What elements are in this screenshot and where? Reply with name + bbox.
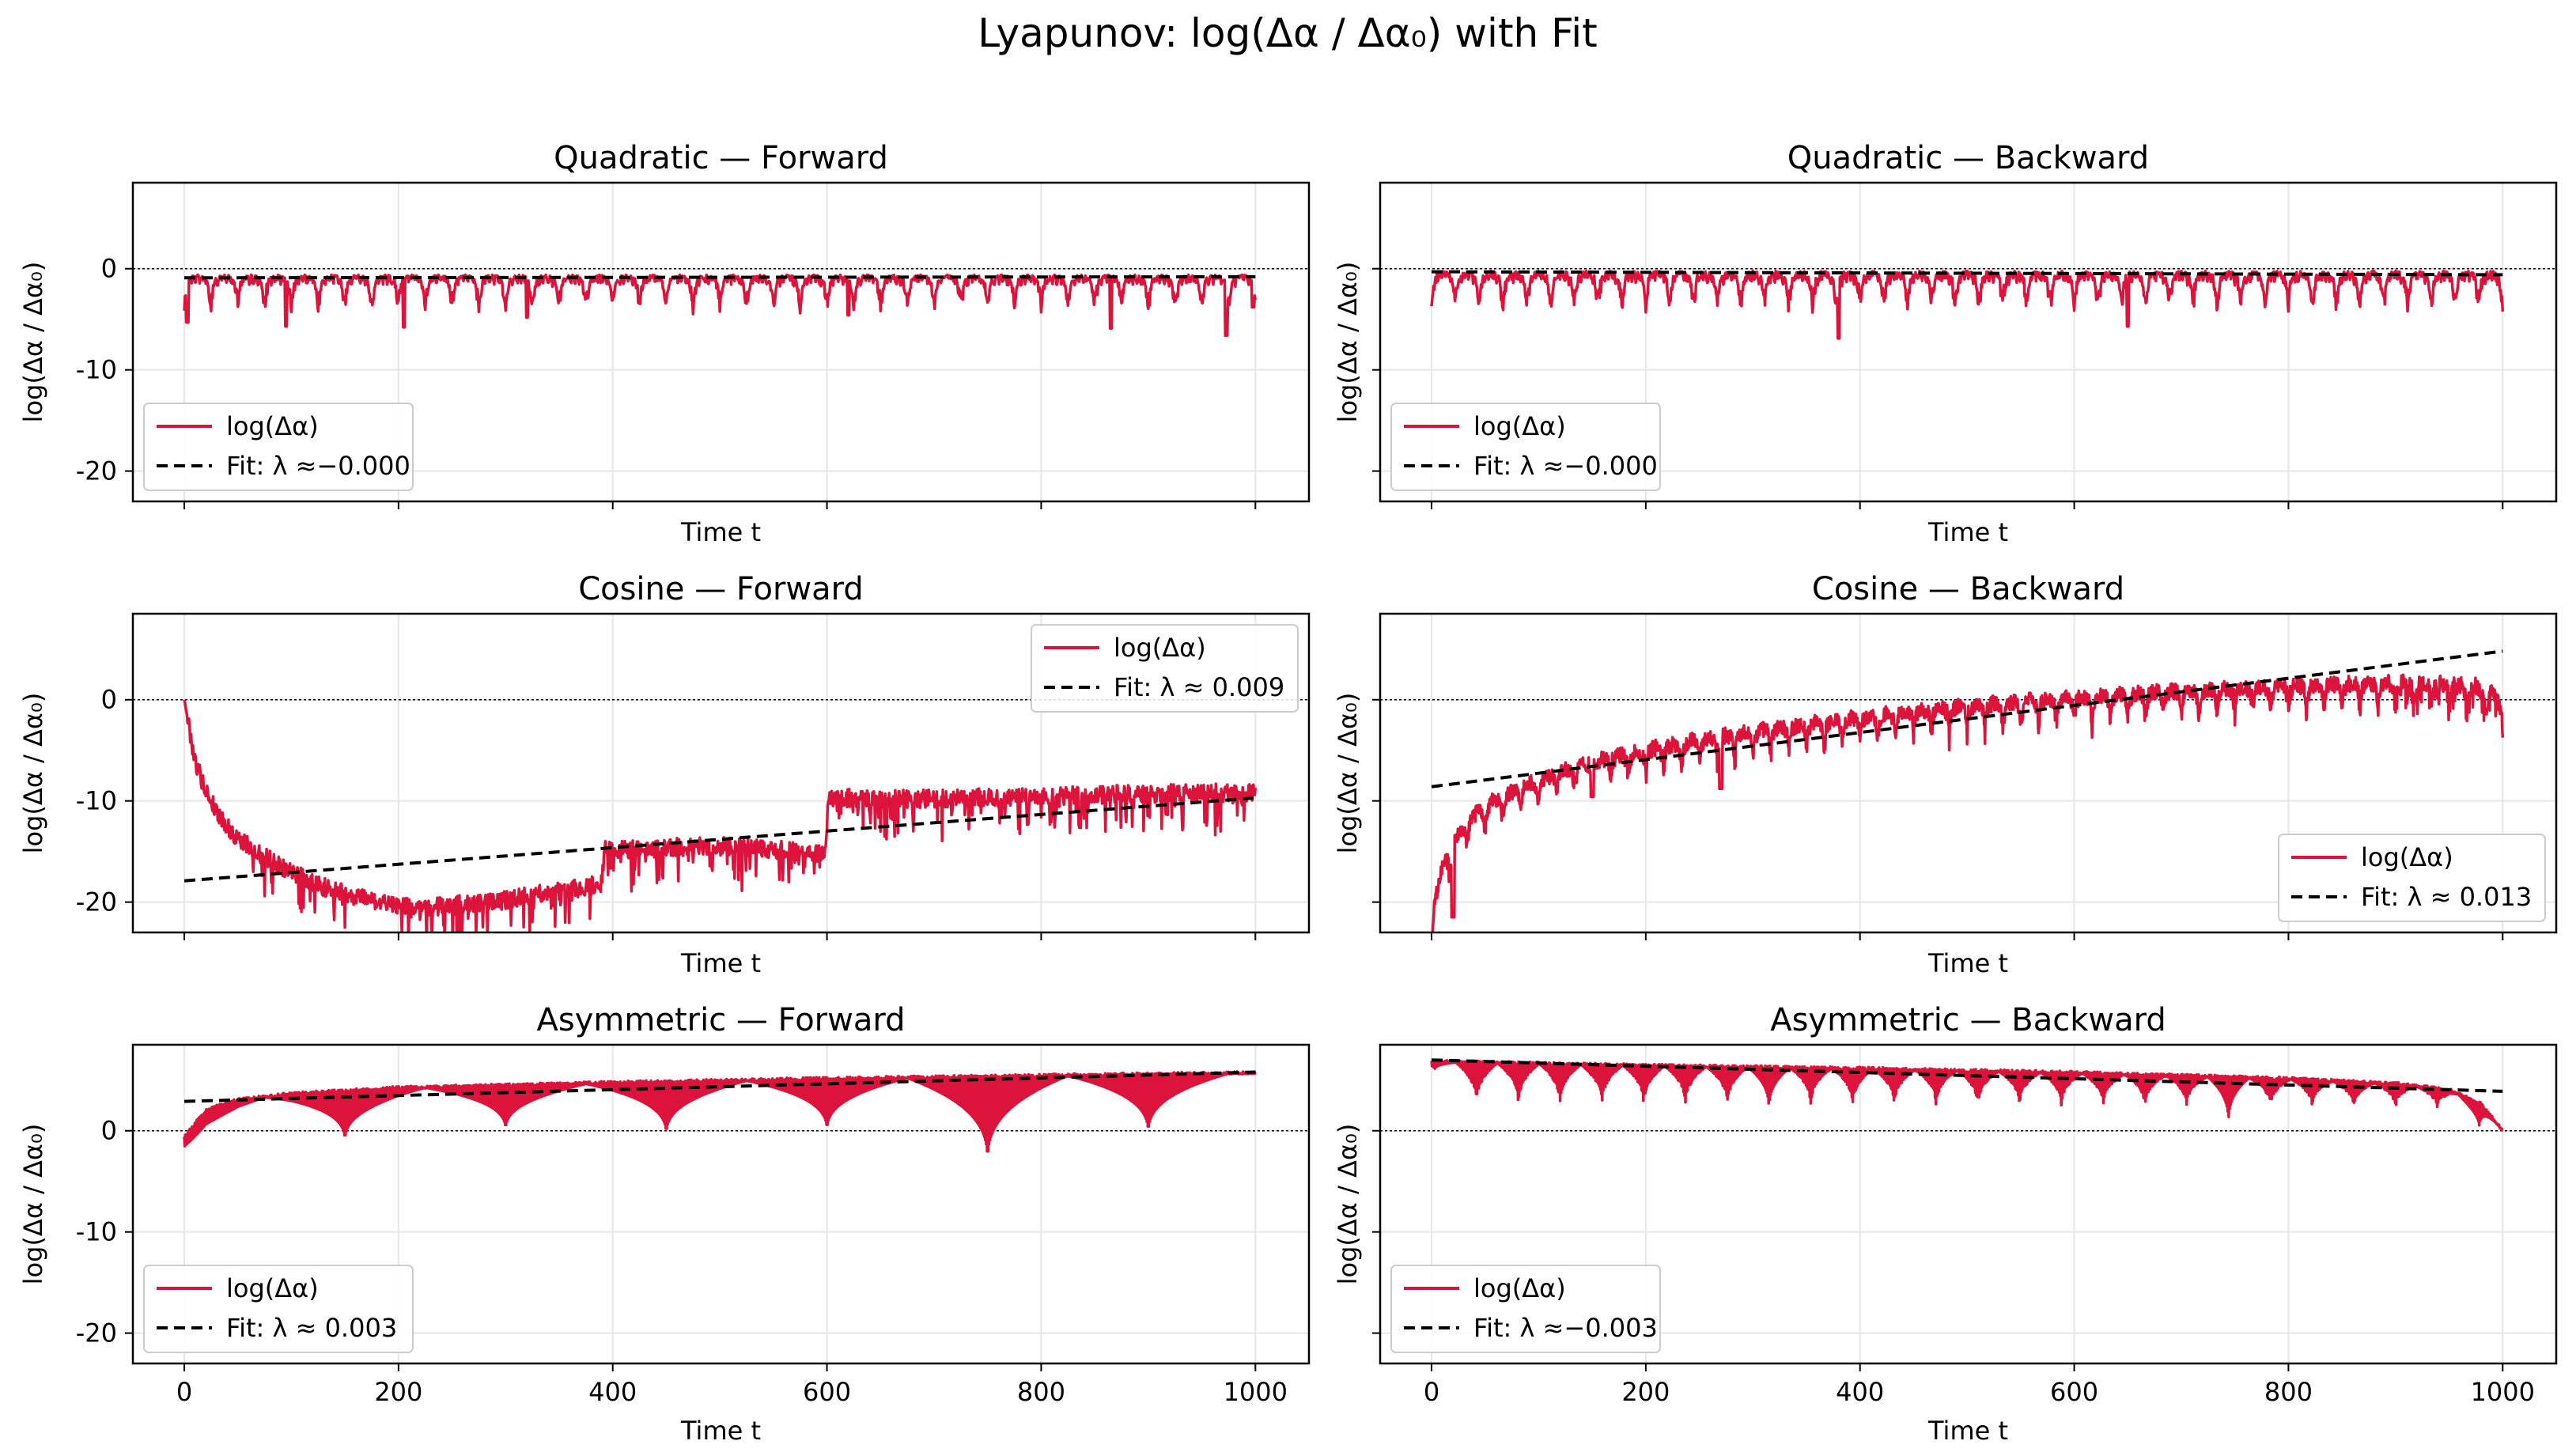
- legend: log(Δα) Fit: λ ≈−0.000: [1390, 403, 1661, 491]
- x-tick-label: 600: [803, 1377, 851, 1407]
- x-tick-label: 800: [1017, 1377, 1065, 1407]
- y-tick-label: -20: [76, 1318, 117, 1348]
- legend-label-fit: Fit: λ ≈−0.000: [226, 451, 410, 481]
- legend-label-signal: log(Δα): [1114, 633, 1206, 663]
- subplot-5: 0 200 400 600 800 1000 0 -10 -20 Asymmetric — For…: [18, 1002, 1311, 1446]
- subplot-title: Asymmetric — Backward: [1770, 1002, 2166, 1038]
- x-tick-label: 1000: [2471, 1377, 2535, 1407]
- axes-frame: [1379, 1043, 2558, 1365]
- y-tick-label: -20: [76, 887, 117, 917]
- subplot-4: Cosine — Backward Time t log(Δα / Δα₀) log(…: [1333, 571, 2558, 978]
- x-axis-label: Time t: [680, 1416, 761, 1446]
- x-tick-label: 1000: [1224, 1377, 1288, 1407]
- legend: log(Δα) Fit: λ ≈ 0.003: [143, 1265, 414, 1353]
- subplot-title: Cosine — Backward: [1812, 571, 2124, 607]
- series-fit-line: [1431, 649, 2503, 789]
- subplot-2: Quadratic — Backward Time t log(Δα / Δα₀) l…: [1333, 140, 2558, 547]
- axes-frame: [131, 612, 1311, 934]
- y-axis-label: log(Δα / Δα₀): [1333, 1124, 1363, 1285]
- legend: log(Δα) Fit: λ ≈−0.003: [1390, 1265, 1661, 1353]
- y-tick-label: -10: [76, 355, 117, 385]
- x-tick-label: 800: [2264, 1377, 2313, 1407]
- subplot-title: Quadratic — Backward: [1787, 140, 2149, 176]
- subplot-6: 0 200 400 600 800 1000 Asymmetric — Backward Ti…: [1333, 1002, 2558, 1446]
- legend: log(Δα) Fit: λ ≈ 0.013: [2278, 834, 2546, 922]
- legend-label-signal: log(Δα): [1473, 411, 1566, 441]
- x-axis-label: Time t: [1927, 517, 2008, 547]
- y-tick-label: -10: [76, 1217, 117, 1247]
- y-tick-label: 0: [101, 254, 117, 284]
- legend-label-signal: log(Δα): [226, 1273, 319, 1303]
- legend-label-fit: Fit: λ ≈ 0.013: [2361, 882, 2532, 912]
- axes-frame: [1379, 181, 2558, 503]
- x-tick-label: 0: [1424, 1377, 1439, 1407]
- y-tick-label: -10: [76, 786, 117, 816]
- x-tick-label: 0: [176, 1377, 192, 1407]
- x-tick-label: 600: [2050, 1377, 2098, 1407]
- y-axis-label: log(Δα / Δα₀): [1333, 262, 1363, 423]
- axes-frame: [1379, 612, 2558, 934]
- y-tick-label: -20: [76, 456, 117, 486]
- series-log-delta-alpha: [1431, 673, 2505, 932]
- legend-label-fit: Fit: λ ≈−0.003: [1473, 1313, 1658, 1343]
- subplot-title: Cosine — Forward: [578, 571, 864, 607]
- x-axis-label: Time t: [680, 948, 761, 978]
- axes-frame: [131, 181, 1311, 503]
- legend-label-fit: Fit: λ ≈−0.000: [1473, 451, 1658, 481]
- series-fit-line: [183, 1070, 1256, 1103]
- y-tick-label: 0: [101, 685, 117, 715]
- legend-label-signal: log(Δα): [1473, 1273, 1566, 1303]
- x-axis-label: Time t: [680, 517, 761, 547]
- x-tick-label: 200: [1621, 1377, 1670, 1407]
- series-log-delta-alpha: [1430, 1058, 2504, 1132]
- series-log-delta-alpha: [183, 699, 1258, 932]
- x-tick-label: 200: [374, 1377, 422, 1407]
- subplot-title: Quadratic — Forward: [554, 140, 888, 176]
- series-fit-line: [1431, 270, 2503, 277]
- subplot-1: 0 -10 -20 Quadratic — Forward Time t log(Δα /…: [18, 140, 1311, 547]
- figure-title: Lyapunov: log(Δα / Δα₀) with Fit: [978, 10, 1598, 56]
- series-fit-line: [184, 274, 1256, 280]
- y-axis-label: log(Δα / Δα₀): [18, 262, 48, 423]
- legend-label-signal: log(Δα): [226, 411, 319, 441]
- series-fit-line: [183, 796, 1256, 883]
- y-axis-label: log(Δα / Δα₀): [18, 1124, 48, 1285]
- y-axis-label: log(Δα / Δα₀): [1333, 693, 1363, 854]
- x-axis-label: Time t: [1927, 1416, 2008, 1446]
- series-fit-line: [1431, 1058, 2503, 1093]
- legend-label-signal: log(Δα): [2361, 842, 2453, 872]
- panels: 0 -10 -20 Quadratic — Forward Time t log(Δα /…: [18, 140, 2558, 1446]
- legend: log(Δα) Fit: λ ≈ 0.009: [1031, 624, 1299, 713]
- y-axis-label: log(Δα / Δα₀): [18, 693, 48, 854]
- subplot-3: 0 -10 -20 Cosine — Forward Time t log(Δα / Δα…: [18, 571, 1311, 978]
- x-tick-label: 400: [588, 1377, 637, 1407]
- subplot-title: Asymmetric — Forward: [537, 1002, 906, 1038]
- legend-label-fit: Fit: λ ≈ 0.009: [1114, 672, 1284, 702]
- legend-label-fit: Fit: λ ≈ 0.003: [226, 1313, 397, 1343]
- x-axis-label: Time t: [1927, 948, 2008, 978]
- y-tick-label: 0: [101, 1116, 117, 1146]
- axes-frame: [131, 1043, 1311, 1365]
- x-tick-label: 400: [1836, 1377, 1884, 1407]
- legend: log(Δα) Fit: λ ≈−0.000: [143, 403, 414, 491]
